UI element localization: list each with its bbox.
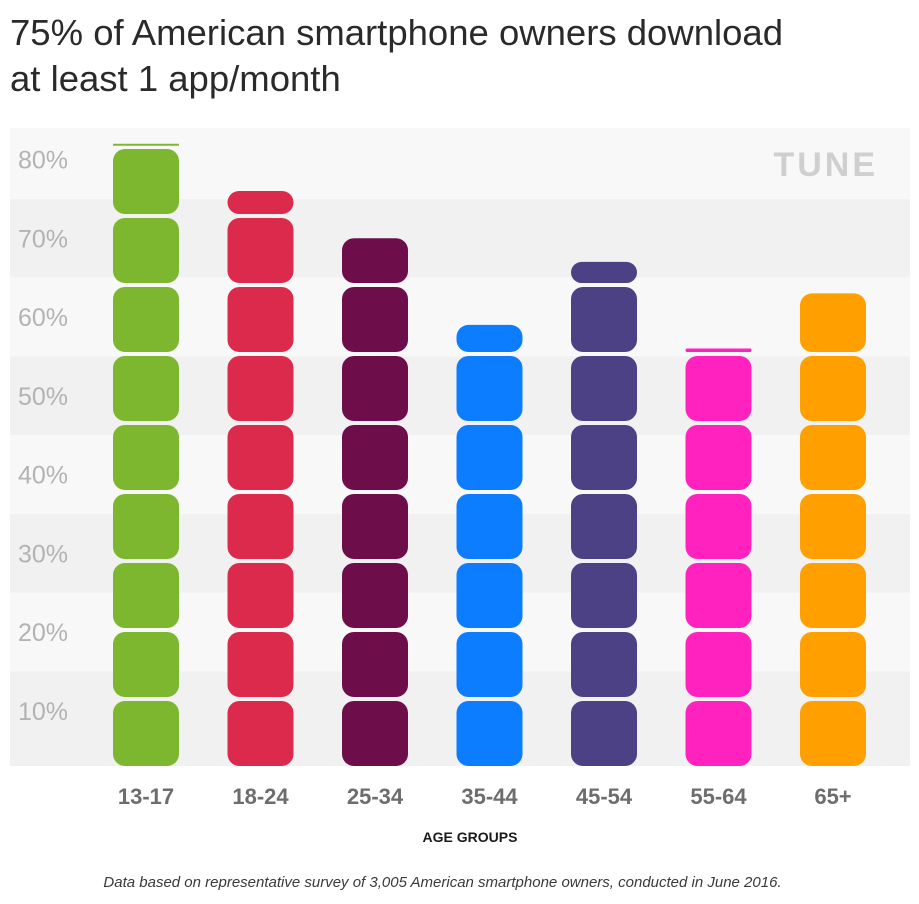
- footnote: Data based on representative survey of 3…: [103, 874, 782, 891]
- bar-segment: [685, 563, 752, 628]
- bar-segment: [456, 701, 523, 766]
- bar-segment: [685, 632, 752, 697]
- bar-segment: [113, 143, 179, 146]
- bar-segment: [342, 425, 408, 490]
- bar-segment: [800, 356, 866, 421]
- bar-segment: [800, 563, 866, 628]
- bar-segment: [685, 356, 752, 421]
- x-tick-label: 45-54: [576, 784, 633, 809]
- y-axis-ticks: 10% 20% 30% 40% 50% 60% 70% 80%: [18, 147, 68, 726]
- bar-segment: [571, 425, 637, 490]
- bar-segment: [342, 632, 408, 697]
- bar-segment: [227, 191, 294, 214]
- bar-13-17: [113, 143, 179, 766]
- bar-segment: [571, 632, 637, 697]
- bar-55-64: [685, 348, 752, 766]
- x-tick-label: 65+: [814, 784, 851, 809]
- bar-segment: [342, 356, 408, 421]
- x-axis-labels: 13-17 18-24 25-34 35-44 45-54 55-64 65+: [118, 784, 852, 809]
- y-tick-label: 20%: [18, 619, 68, 647]
- bar-segment: [456, 632, 523, 697]
- y-tick-label: 50%: [18, 383, 68, 411]
- bars: [113, 143, 866, 766]
- bar-segment: [113, 494, 179, 559]
- bar-segment: [800, 632, 866, 697]
- y-tick-label: 80%: [18, 147, 68, 175]
- y-tick-label: 70%: [18, 225, 68, 253]
- bar-segment: [227, 218, 294, 283]
- chart-title-line-2: at least 1 app/month: [10, 58, 341, 99]
- bar-segment: [685, 701, 752, 766]
- bar-segment: [456, 356, 523, 421]
- bar-25-34: [342, 238, 408, 766]
- bar-segment: [342, 701, 408, 766]
- bar-segment: [227, 425, 294, 490]
- bar-segment: [113, 287, 179, 352]
- bar-segment: [456, 563, 523, 628]
- bar-segment: [227, 632, 294, 697]
- bar-35-44: [456, 324, 523, 766]
- bar-segment: [342, 287, 408, 352]
- bar-segment: [456, 324, 523, 352]
- x-tick-label: 35-44: [461, 784, 518, 809]
- bar-segment: [571, 261, 637, 283]
- bar-segment: [685, 425, 752, 490]
- bar-segment: [571, 494, 637, 559]
- bar-segment: [113, 149, 179, 214]
- bar-segment: [685, 494, 752, 559]
- chart-title-line-1: 75% of American smartphone owners downlo…: [10, 12, 784, 53]
- bar-segment: [571, 287, 637, 352]
- bar-segment: [227, 356, 294, 421]
- y-tick-label: 40%: [18, 462, 68, 490]
- bar-segment: [456, 494, 523, 559]
- tune-logo: TUNE: [773, 146, 878, 184]
- bar-segment: [571, 356, 637, 421]
- bar-segment: [571, 563, 637, 628]
- bar-segment: [227, 701, 294, 766]
- bar-segment: [227, 494, 294, 559]
- bar-segment: [113, 632, 179, 697]
- y-tick-label: 10%: [18, 698, 68, 726]
- bar-segment: [800, 494, 866, 559]
- bar-segment: [113, 218, 179, 283]
- x-axis-title: AGE GROUPS: [423, 829, 518, 845]
- y-tick-label: 60%: [18, 304, 68, 332]
- bar-segment: [113, 563, 179, 628]
- bar-18-24: [227, 191, 294, 766]
- bar-segment: [342, 563, 408, 628]
- bar-segment: [800, 425, 866, 490]
- bar-segment: [227, 563, 294, 628]
- bar-segment: [113, 701, 179, 766]
- bar-segment: [571, 701, 637, 766]
- bar-segment: [456, 425, 523, 490]
- x-tick-label: 18-24: [232, 784, 289, 809]
- bar-segment: [342, 238, 408, 283]
- y-tick-label: 30%: [18, 540, 68, 568]
- bar-segment: [113, 356, 179, 421]
- x-tick-label: 25-34: [347, 784, 404, 809]
- bar-segment: [685, 348, 752, 352]
- bar-segment: [342, 494, 408, 559]
- bar-45-54: [571, 261, 637, 766]
- bar-segment: [113, 425, 179, 490]
- chart-title: 75% of American smartphone owners downlo…: [10, 10, 910, 102]
- bar-segment: [800, 701, 866, 766]
- x-tick-label: 13-17: [118, 784, 174, 809]
- bar-segment: [227, 287, 294, 352]
- bar-65+: [800, 293, 866, 766]
- x-tick-label: 55-64: [690, 784, 747, 809]
- bar-segment: [800, 293, 866, 352]
